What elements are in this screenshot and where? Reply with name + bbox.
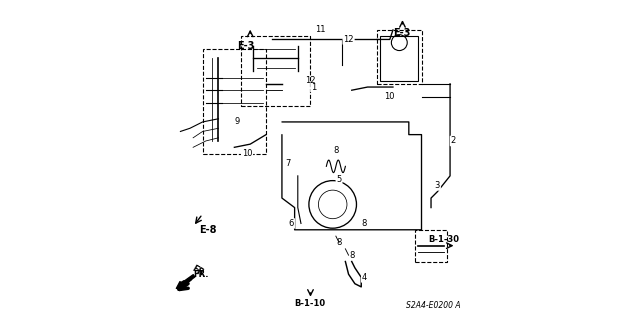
Text: 3: 3 bbox=[435, 181, 440, 190]
Text: 2: 2 bbox=[451, 136, 456, 146]
Text: B-1-10: B-1-10 bbox=[294, 299, 326, 308]
Text: 8: 8 bbox=[333, 146, 339, 155]
Bar bbox=[377, 30, 422, 84]
Bar bbox=[203, 49, 266, 154]
Text: 5: 5 bbox=[337, 174, 342, 184]
Text: 11: 11 bbox=[315, 25, 325, 35]
Text: 10: 10 bbox=[385, 92, 395, 101]
Bar bbox=[415, 230, 447, 261]
Text: 10: 10 bbox=[242, 149, 252, 158]
Text: B-1-30: B-1-30 bbox=[428, 236, 459, 244]
Text: 6: 6 bbox=[289, 219, 294, 228]
Text: 12: 12 bbox=[305, 76, 316, 85]
Text: E-8: E-8 bbox=[200, 225, 217, 235]
Text: FR.: FR. bbox=[190, 264, 208, 279]
Text: 8: 8 bbox=[349, 251, 355, 260]
Text: E-3: E-3 bbox=[237, 41, 255, 51]
Text: 9: 9 bbox=[235, 117, 240, 126]
Bar bbox=[241, 36, 310, 106]
Text: 8: 8 bbox=[337, 238, 342, 247]
Text: FR.: FR. bbox=[180, 270, 209, 290]
Bar bbox=[380, 36, 419, 81]
Text: 7: 7 bbox=[285, 159, 291, 168]
Text: 1: 1 bbox=[311, 83, 316, 92]
Text: 4: 4 bbox=[362, 273, 367, 282]
Text: S2A4-E0200 A: S2A4-E0200 A bbox=[406, 301, 460, 310]
Text: 12: 12 bbox=[343, 35, 354, 44]
Text: E-3: E-3 bbox=[393, 28, 410, 38]
Text: 8: 8 bbox=[362, 219, 367, 228]
